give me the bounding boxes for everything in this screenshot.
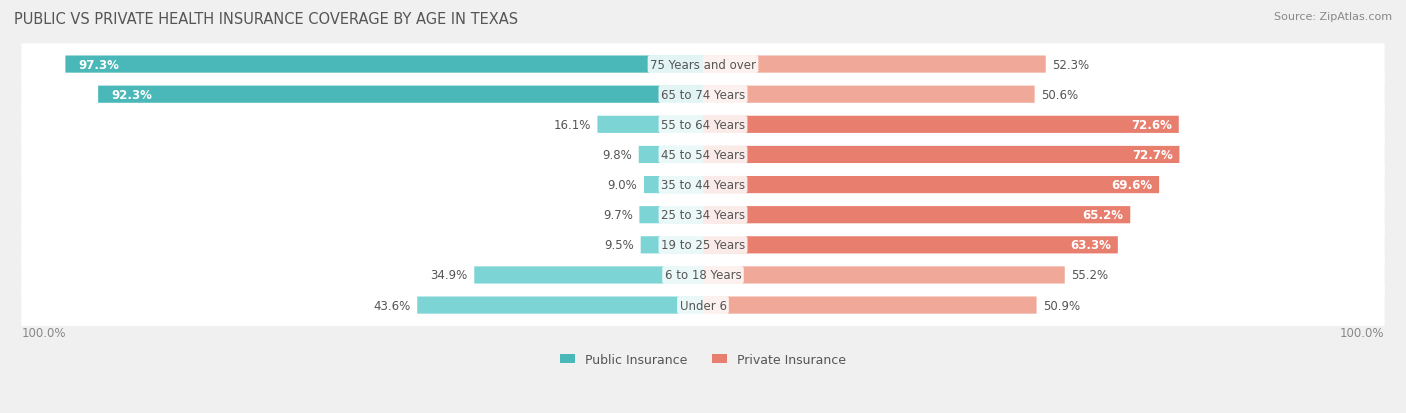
- FancyBboxPatch shape: [703, 177, 1159, 194]
- FancyBboxPatch shape: [98, 86, 703, 104]
- FancyBboxPatch shape: [21, 74, 1385, 116]
- Text: 75 Years and over: 75 Years and over: [650, 58, 756, 71]
- Text: 35 to 44 Years: 35 to 44 Years: [661, 179, 745, 192]
- FancyBboxPatch shape: [598, 116, 703, 133]
- FancyBboxPatch shape: [703, 237, 1118, 254]
- FancyBboxPatch shape: [703, 116, 1178, 133]
- Text: 9.8%: 9.8%: [603, 149, 633, 161]
- FancyBboxPatch shape: [418, 297, 703, 314]
- Text: 72.6%: 72.6%: [1132, 119, 1173, 131]
- Text: 6 to 18 Years: 6 to 18 Years: [665, 269, 741, 282]
- Legend: Public Insurance, Private Insurance: Public Insurance, Private Insurance: [555, 348, 851, 371]
- FancyBboxPatch shape: [703, 267, 1064, 284]
- Text: 50.6%: 50.6%: [1040, 88, 1078, 102]
- Text: 55 to 64 Years: 55 to 64 Years: [661, 119, 745, 131]
- FancyBboxPatch shape: [703, 86, 1035, 104]
- Text: PUBLIC VS PRIVATE HEALTH INSURANCE COVERAGE BY AGE IN TEXAS: PUBLIC VS PRIVATE HEALTH INSURANCE COVER…: [14, 12, 519, 27]
- FancyBboxPatch shape: [21, 195, 1385, 236]
- FancyBboxPatch shape: [66, 56, 703, 74]
- Text: 43.6%: 43.6%: [374, 299, 411, 312]
- FancyBboxPatch shape: [703, 56, 1046, 74]
- Text: 34.9%: 34.9%: [430, 269, 468, 282]
- Text: 55.2%: 55.2%: [1071, 269, 1108, 282]
- FancyBboxPatch shape: [644, 177, 703, 194]
- Text: Under 6: Under 6: [679, 299, 727, 312]
- FancyBboxPatch shape: [703, 147, 1180, 164]
- Text: 9.7%: 9.7%: [603, 209, 633, 222]
- Text: 45 to 54 Years: 45 to 54 Years: [661, 149, 745, 161]
- Text: 50.9%: 50.9%: [1043, 299, 1080, 312]
- FancyBboxPatch shape: [21, 164, 1385, 206]
- Text: Source: ZipAtlas.com: Source: ZipAtlas.com: [1274, 12, 1392, 22]
- Text: 52.3%: 52.3%: [1052, 58, 1090, 71]
- Text: 72.7%: 72.7%: [1132, 149, 1173, 161]
- Text: 19 to 25 Years: 19 to 25 Years: [661, 239, 745, 252]
- FancyBboxPatch shape: [638, 147, 703, 164]
- FancyBboxPatch shape: [703, 206, 1130, 224]
- Text: 9.0%: 9.0%: [607, 179, 637, 192]
- FancyBboxPatch shape: [21, 254, 1385, 296]
- Text: 9.5%: 9.5%: [605, 239, 634, 252]
- FancyBboxPatch shape: [640, 206, 703, 224]
- FancyBboxPatch shape: [21, 134, 1385, 176]
- FancyBboxPatch shape: [21, 104, 1385, 146]
- Text: 65 to 74 Years: 65 to 74 Years: [661, 88, 745, 102]
- Text: 100.0%: 100.0%: [1340, 326, 1385, 339]
- Text: 97.3%: 97.3%: [79, 58, 120, 71]
- Text: 100.0%: 100.0%: [21, 326, 66, 339]
- Text: 25 to 34 Years: 25 to 34 Years: [661, 209, 745, 222]
- Text: 16.1%: 16.1%: [554, 119, 591, 131]
- FancyBboxPatch shape: [21, 225, 1385, 266]
- Text: 65.2%: 65.2%: [1083, 209, 1123, 222]
- FancyBboxPatch shape: [641, 237, 703, 254]
- Text: 63.3%: 63.3%: [1070, 239, 1111, 252]
- Text: 69.6%: 69.6%: [1111, 179, 1153, 192]
- FancyBboxPatch shape: [703, 297, 1036, 314]
- Text: 92.3%: 92.3%: [111, 88, 152, 102]
- FancyBboxPatch shape: [21, 44, 1385, 85]
- FancyBboxPatch shape: [474, 267, 703, 284]
- FancyBboxPatch shape: [21, 285, 1385, 326]
